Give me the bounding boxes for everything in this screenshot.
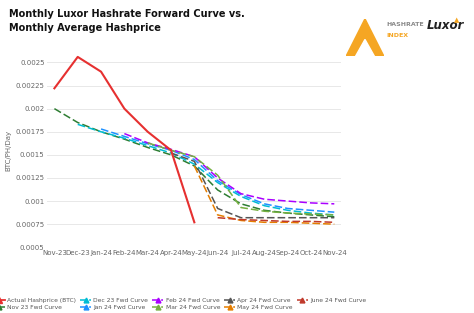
Legend: Actual Hashprice (BTC), Nov 23 Fwd Curve, Dec 23 Fwd Curve, Jan 24 Fwd Curve, Fe: Actual Hashprice (BTC), Nov 23 Fwd Curve… xyxy=(0,298,366,310)
Text: ▲: ▲ xyxy=(454,17,459,23)
Text: Monthly Luxor Hashrate Forward Curve vs.
Monthly Average Hashprice: Monthly Luxor Hashrate Forward Curve vs.… xyxy=(9,9,245,33)
Polygon shape xyxy=(356,39,374,56)
Y-axis label: BTC/PH/Day: BTC/PH/Day xyxy=(5,130,11,171)
Text: Luxor: Luxor xyxy=(427,19,464,32)
Text: HASHRATE: HASHRATE xyxy=(386,22,424,27)
Text: INDEX: INDEX xyxy=(386,33,409,38)
Polygon shape xyxy=(346,19,384,56)
